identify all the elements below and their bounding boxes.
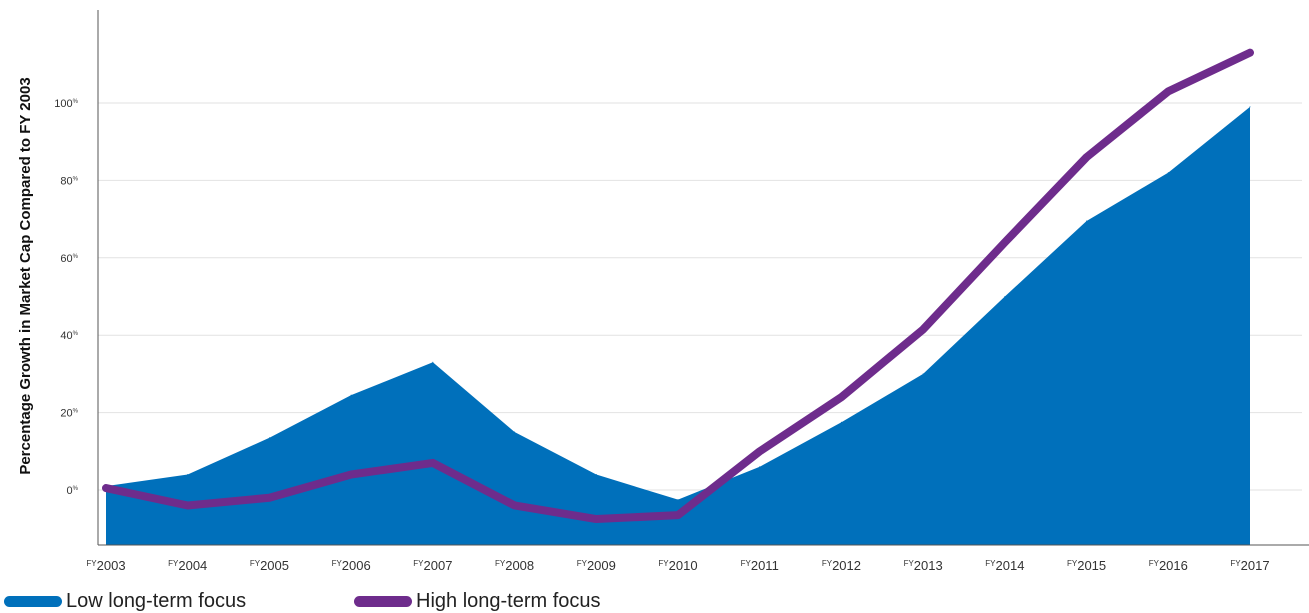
x-tick-label: FY2003 bbox=[86, 558, 125, 573]
line-point bbox=[268, 497, 270, 499]
area-point bbox=[350, 394, 352, 396]
area-point bbox=[677, 499, 679, 501]
x-tick-label: FY2012 bbox=[822, 558, 861, 573]
area-point bbox=[759, 466, 761, 468]
x-tick-label: FY2010 bbox=[658, 558, 697, 573]
y-axis-label: Percentage Growth in Market Cap Compared… bbox=[17, 77, 34, 474]
x-tick-label: FY2011 bbox=[741, 558, 779, 573]
line-point bbox=[432, 462, 434, 464]
x-tick-label: FY2008 bbox=[495, 558, 534, 573]
line-point bbox=[759, 450, 761, 452]
y-tick-label: 100% bbox=[54, 98, 78, 110]
legend-swatch-low bbox=[4, 596, 62, 607]
area-point bbox=[1249, 106, 1251, 108]
legend-label-low: Low long-term focus bbox=[66, 590, 247, 612]
chart: 0%20%40%60%80%100% FY2003 FY2004 FY2005 FY2… bbox=[17, 10, 1309, 573]
legend: Low long-term focus High long-term focus bbox=[0, 590, 1309, 613]
x-tick-labels: FY2003 FY2004 FY2005 FY2006 FY2007 FY2008 FY20… bbox=[86, 558, 1269, 573]
y-tick-label: 0% bbox=[67, 485, 79, 497]
line-point bbox=[677, 514, 679, 516]
line-point bbox=[350, 474, 352, 476]
line-point bbox=[1167, 90, 1169, 92]
x-tick-label: FY2017 bbox=[1230, 558, 1269, 573]
area-series-layer bbox=[105, 106, 1251, 546]
y-tick-label: 80% bbox=[60, 175, 78, 187]
y-tick-labels: 0% 20% 40% 60% 80% 100% bbox=[54, 98, 78, 497]
x-tick-label: FY2015 bbox=[1067, 558, 1106, 573]
area-point bbox=[1167, 172, 1169, 174]
area-point bbox=[922, 373, 924, 375]
x-tick-label: FY2009 bbox=[577, 558, 616, 573]
y-tick-label: 60% bbox=[60, 253, 78, 265]
x-tick-label: FY2014 bbox=[985, 558, 1024, 573]
line-point bbox=[187, 504, 189, 506]
legend-label-high: High long-term focus bbox=[416, 590, 601, 612]
line-point bbox=[1004, 241, 1006, 243]
area-point bbox=[514, 431, 516, 433]
line-point bbox=[595, 518, 597, 520]
x-tick-label: FY2016 bbox=[1149, 558, 1188, 573]
line-point bbox=[1249, 52, 1251, 54]
area-point bbox=[1004, 296, 1006, 297]
legend-item-high-long-term-focus: High long-term focus bbox=[354, 590, 601, 613]
line-point bbox=[1086, 156, 1088, 158]
legend-item-low-long-term-focus: Low long-term focus bbox=[4, 590, 246, 613]
line-point bbox=[105, 487, 107, 489]
area-series-low-long-term-focus bbox=[106, 106, 1250, 546]
y-tick-label: 40% bbox=[60, 330, 78, 342]
area-point bbox=[268, 437, 270, 439]
legend-swatch-high bbox=[354, 596, 412, 607]
line-point bbox=[514, 504, 516, 506]
y-tick-label: 20% bbox=[60, 408, 78, 420]
area-point bbox=[1086, 220, 1088, 222]
x-tick-label: FY2006 bbox=[332, 558, 371, 573]
x-tick-label: FY2005 bbox=[250, 558, 289, 573]
area-point bbox=[187, 474, 189, 476]
area-point bbox=[432, 361, 434, 363]
x-tick-label: FY2004 bbox=[168, 558, 207, 573]
x-tick-label: FY2007 bbox=[413, 558, 452, 573]
line-series-layer bbox=[102, 48, 1254, 524]
line-point bbox=[840, 396, 842, 398]
x-tick-label: FY2013 bbox=[904, 558, 943, 573]
area-point bbox=[595, 474, 597, 476]
line-point bbox=[922, 328, 924, 330]
area-point bbox=[840, 421, 842, 423]
